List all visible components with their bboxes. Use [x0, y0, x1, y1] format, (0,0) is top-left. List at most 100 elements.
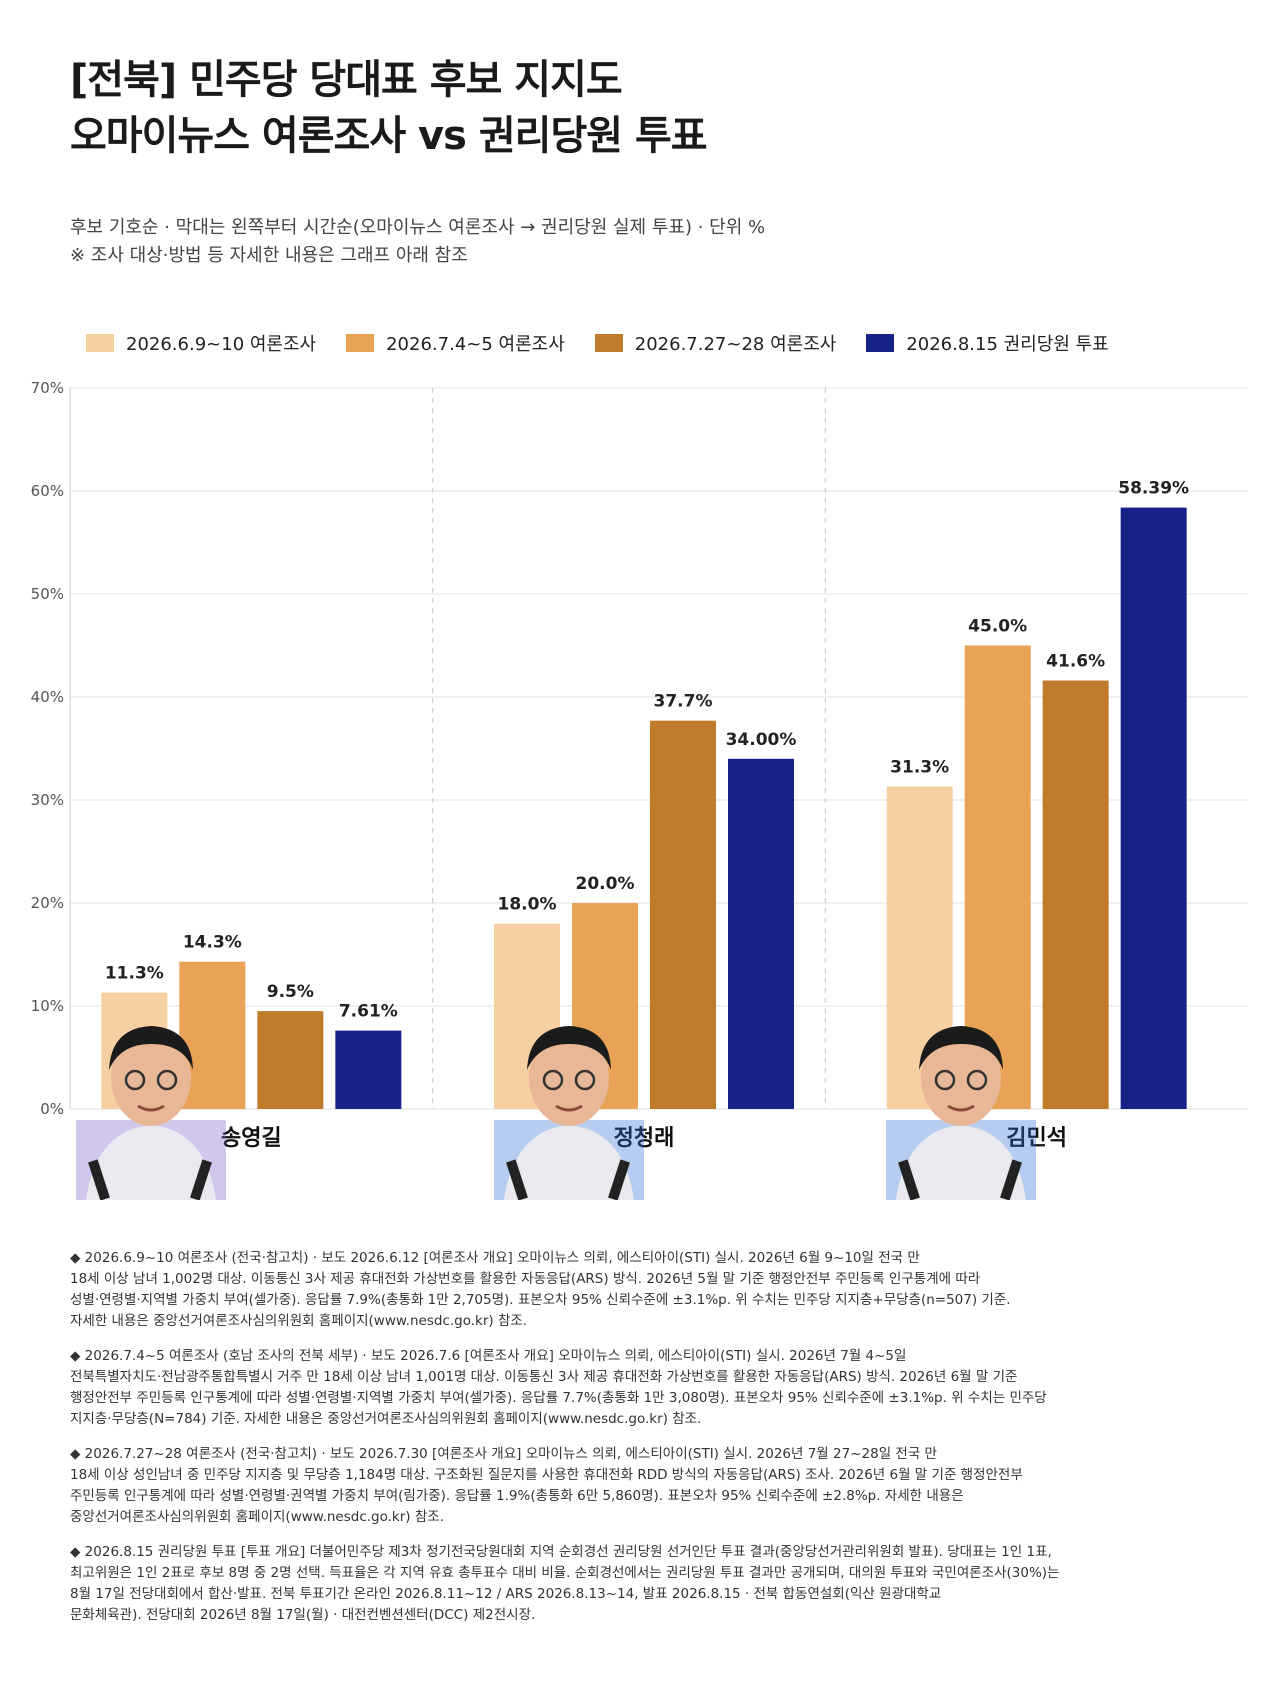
- y-tick-label: 40%: [31, 688, 64, 706]
- chart-subtitle: 후보 기호순 · 막대는 왼쪽부터 시간순(오마이뉴스 여론조사 → 권리당원 …: [70, 214, 765, 270]
- footnote-line: 최고위원은 1인 2표로 후보 8명 중 2명 선택. 득표율은 각 지역 유효…: [70, 1565, 1060, 1581]
- footnote-line: ◆ 2026.7.27~28 여론조사 (전국·참고치) · 보도 2026.7…: [70, 1446, 937, 1462]
- data-label: 11.3%: [105, 964, 164, 984]
- bar: [335, 1030, 402, 1109]
- portrait-shoulders: [86, 1125, 216, 1200]
- legend-item-1: 2026.6.9~10 여론조사: [86, 330, 316, 356]
- portrait-hair: [919, 1026, 1003, 1070]
- portrait-face: [921, 1030, 1001, 1126]
- y-tick-label: 60%: [31, 482, 64, 500]
- legend: 2026.6.9~10 여론조사 2026.7.4~5 여론조사 2026.7.…: [86, 330, 1109, 356]
- portrait-illustration: [494, 1026, 644, 1200]
- y-tick-label: 20%: [31, 894, 64, 912]
- footnote-line: 8월 17일 전당대회에서 합산·발표. 전북 투표기간 온라인 2026.8.…: [70, 1586, 942, 1602]
- portrait-glasses-right: [966, 1069, 988, 1091]
- y-tick-label: 70%: [31, 379, 64, 397]
- candidate-photo-3: [886, 1010, 1036, 1200]
- data-label: 41.6%: [1046, 652, 1105, 672]
- legend-swatch-1: [86, 334, 114, 352]
- title-line-2: 오마이뉴스 여론조사 vs 권리당원 투표: [70, 113, 708, 159]
- footnote-line: 18세 이상 남녀 1,002명 대상. 이동통신 3사 제공 휴대전화 가상번…: [70, 1271, 981, 1287]
- candidate-photo-2: [494, 1010, 644, 1200]
- bar: [1120, 507, 1187, 1109]
- footnote-line: 문화체육관). 전당대회 2026년 8월 17일(월) · 대전컨벤션센터(D…: [70, 1607, 536, 1623]
- data-label: 45.0%: [968, 617, 1027, 637]
- legend-label-1: 2026.6.9~10 여론조사: [126, 334, 317, 355]
- portrait-glasses-right: [574, 1069, 596, 1091]
- portrait-face: [529, 1030, 609, 1126]
- chart-title: [전북] 민주당 당대표 후보 지지도 오마이뉴스 여론조사 vs 권리당원 투…: [70, 52, 708, 164]
- legend-label-4: 2026.8.15 권리당원 투표: [906, 334, 1109, 355]
- data-label: 37.7%: [654, 692, 713, 712]
- legend-item-4: 2026.8.15 권리당원 투표: [866, 330, 1109, 356]
- title-line-1: [전북] 민주당 당대표 후보 지지도: [70, 57, 623, 103]
- bar: [728, 758, 794, 1109]
- microphone-icon: [1000, 1159, 1022, 1200]
- microphone-icon: [88, 1159, 110, 1200]
- portrait-mouth: [947, 1104, 975, 1112]
- microphone-icon: [506, 1159, 528, 1200]
- footnotes: ◆ 2026.6.9~10 여론조사 (전국·참고치) · 보도 2026.6.…: [70, 1248, 1210, 1640]
- footnote-line: 자세한 내용은 중앙선거여론조사심의위원회 홈페이지(www.nesdc.go.…: [70, 1313, 528, 1329]
- portrait-shoulders: [504, 1125, 634, 1200]
- data-label: 58.39%: [1118, 479, 1189, 499]
- legend-swatch-2: [346, 334, 375, 352]
- portrait-glasses-right: [156, 1069, 178, 1091]
- footnote-line: 18세 이상 성인남녀 중 민주당 지지층 및 무당층 1,184명 대상. 구…: [70, 1467, 1023, 1483]
- portrait-illustration: [886, 1026, 1036, 1200]
- data-label: 20.0%: [576, 874, 635, 894]
- y-tick-label: 30%: [31, 791, 64, 809]
- footnote-line: ◆ 2026.8.15 권리당원 투표 [투표 개요] 더불어민주당 제3차 정…: [70, 1544, 1052, 1560]
- subtitle-line-1: 후보 기호순 · 막대는 왼쪽부터 시간순(오마이뉴스 여론조사 → 권리당원 …: [70, 217, 766, 238]
- microphone-icon: [190, 1159, 212, 1200]
- legend-label-2: 2026.7.4~5 여론조사: [386, 334, 565, 355]
- footnote-line: 지지층·무당층(N=784) 기준. 자세한 내용은 중앙선거여론조사심의위원회…: [70, 1411, 702, 1427]
- candidate-photo-1: [76, 1010, 226, 1200]
- data-label: 9.5%: [267, 982, 314, 1002]
- bar-chart: 0% 10% 20% 30% 40% 50% 60% 70% 11.3% 14.3% 9.5% 7.6…: [31, 379, 1248, 1151]
- legend-swatch-4: [866, 334, 895, 352]
- portrait-glasses-left: [542, 1069, 564, 1091]
- legend-item-3: 2026.7.27~28 여론조사: [594, 330, 837, 356]
- subtitle-line-2: ※ 조사 대상·방법 등 자세한 내용은 그래프 아래 참조: [70, 245, 468, 266]
- footnote-poll-3: ◆ 2026.7.27~28 여론조사 (전국·참고치) · 보도 2026.7…: [70, 1444, 1210, 1528]
- microphone-icon: [898, 1159, 920, 1200]
- portrait-mouth: [555, 1104, 583, 1112]
- category-label: 정청래: [614, 1126, 675, 1151]
- legend-swatch-3: [594, 334, 623, 352]
- footnote-line: 전북특별자치도·전남광주통합특별시 거주 만 18세 이상 남녀 1,001명 …: [70, 1369, 1018, 1385]
- y-tick-label: 0%: [40, 1100, 64, 1118]
- data-label: 7.61%: [339, 1002, 398, 1022]
- category-label: 송영길: [221, 1126, 282, 1151]
- y-tick-label: 50%: [31, 585, 64, 603]
- data-label: 18.0%: [498, 895, 557, 915]
- data-label: 31.3%: [890, 758, 949, 778]
- footnote-poll-2: ◆ 2026.7.4~5 여론조사 (호남 조사의 전북 세부) · 보도 20…: [70, 1346, 1210, 1430]
- footnote-poll-1: ◆ 2026.6.9~10 여론조사 (전국·참고치) · 보도 2026.6.…: [70, 1248, 1210, 1332]
- category-label: 김민석: [1006, 1126, 1067, 1151]
- footnote-line: 행정안전부 주민등록 인구통계에 따라 성별·연령별·지역별 가중치 부여(셀가…: [70, 1390, 1047, 1406]
- data-label: 14.3%: [183, 933, 242, 953]
- data-label: 34.00%: [726, 730, 797, 750]
- portrait-hair: [109, 1026, 193, 1070]
- portrait-hair: [527, 1026, 611, 1070]
- y-tick-label: 10%: [31, 997, 64, 1015]
- microphone-icon: [608, 1159, 630, 1200]
- portrait-mouth: [137, 1104, 165, 1112]
- footnote-line: 중앙선거여론조사심의위원회 홈페이지(www.nesdc.go.kr) 참조.: [70, 1509, 444, 1525]
- portrait-glasses-left: [124, 1069, 146, 1091]
- legend-label-3: 2026.7.27~28 여론조사: [634, 334, 837, 355]
- bar: [650, 720, 716, 1109]
- portrait-glasses-left: [934, 1069, 956, 1091]
- bar: [257, 1011, 324, 1109]
- portrait-face: [111, 1030, 191, 1126]
- footnote-line: ◆ 2026.7.4~5 여론조사 (호남 조사의 전북 세부) · 보도 20…: [70, 1348, 907, 1364]
- footnote-line: 성별·연령별·지역별 가중치 부여(셀가중). 응답률 7.9%(총통화 1만 …: [70, 1292, 1011, 1308]
- portrait-shoulders: [896, 1125, 1026, 1200]
- footnote-vote: ◆ 2026.8.15 권리당원 투표 [투표 개요] 더불어민주당 제3차 정…: [70, 1542, 1210, 1626]
- footnote-line: ◆ 2026.6.9~10 여론조사 (전국·참고치) · 보도 2026.6.…: [70, 1250, 920, 1266]
- footnote-line: 주민등록 인구통계에 따라 성별·연령별·권역별 가중치 부여(림가중). 응답…: [70, 1488, 964, 1504]
- portrait-illustration: [76, 1026, 226, 1200]
- bar: [1042, 680, 1109, 1109]
- legend-item-2: 2026.7.4~5 여론조사: [346, 330, 565, 356]
